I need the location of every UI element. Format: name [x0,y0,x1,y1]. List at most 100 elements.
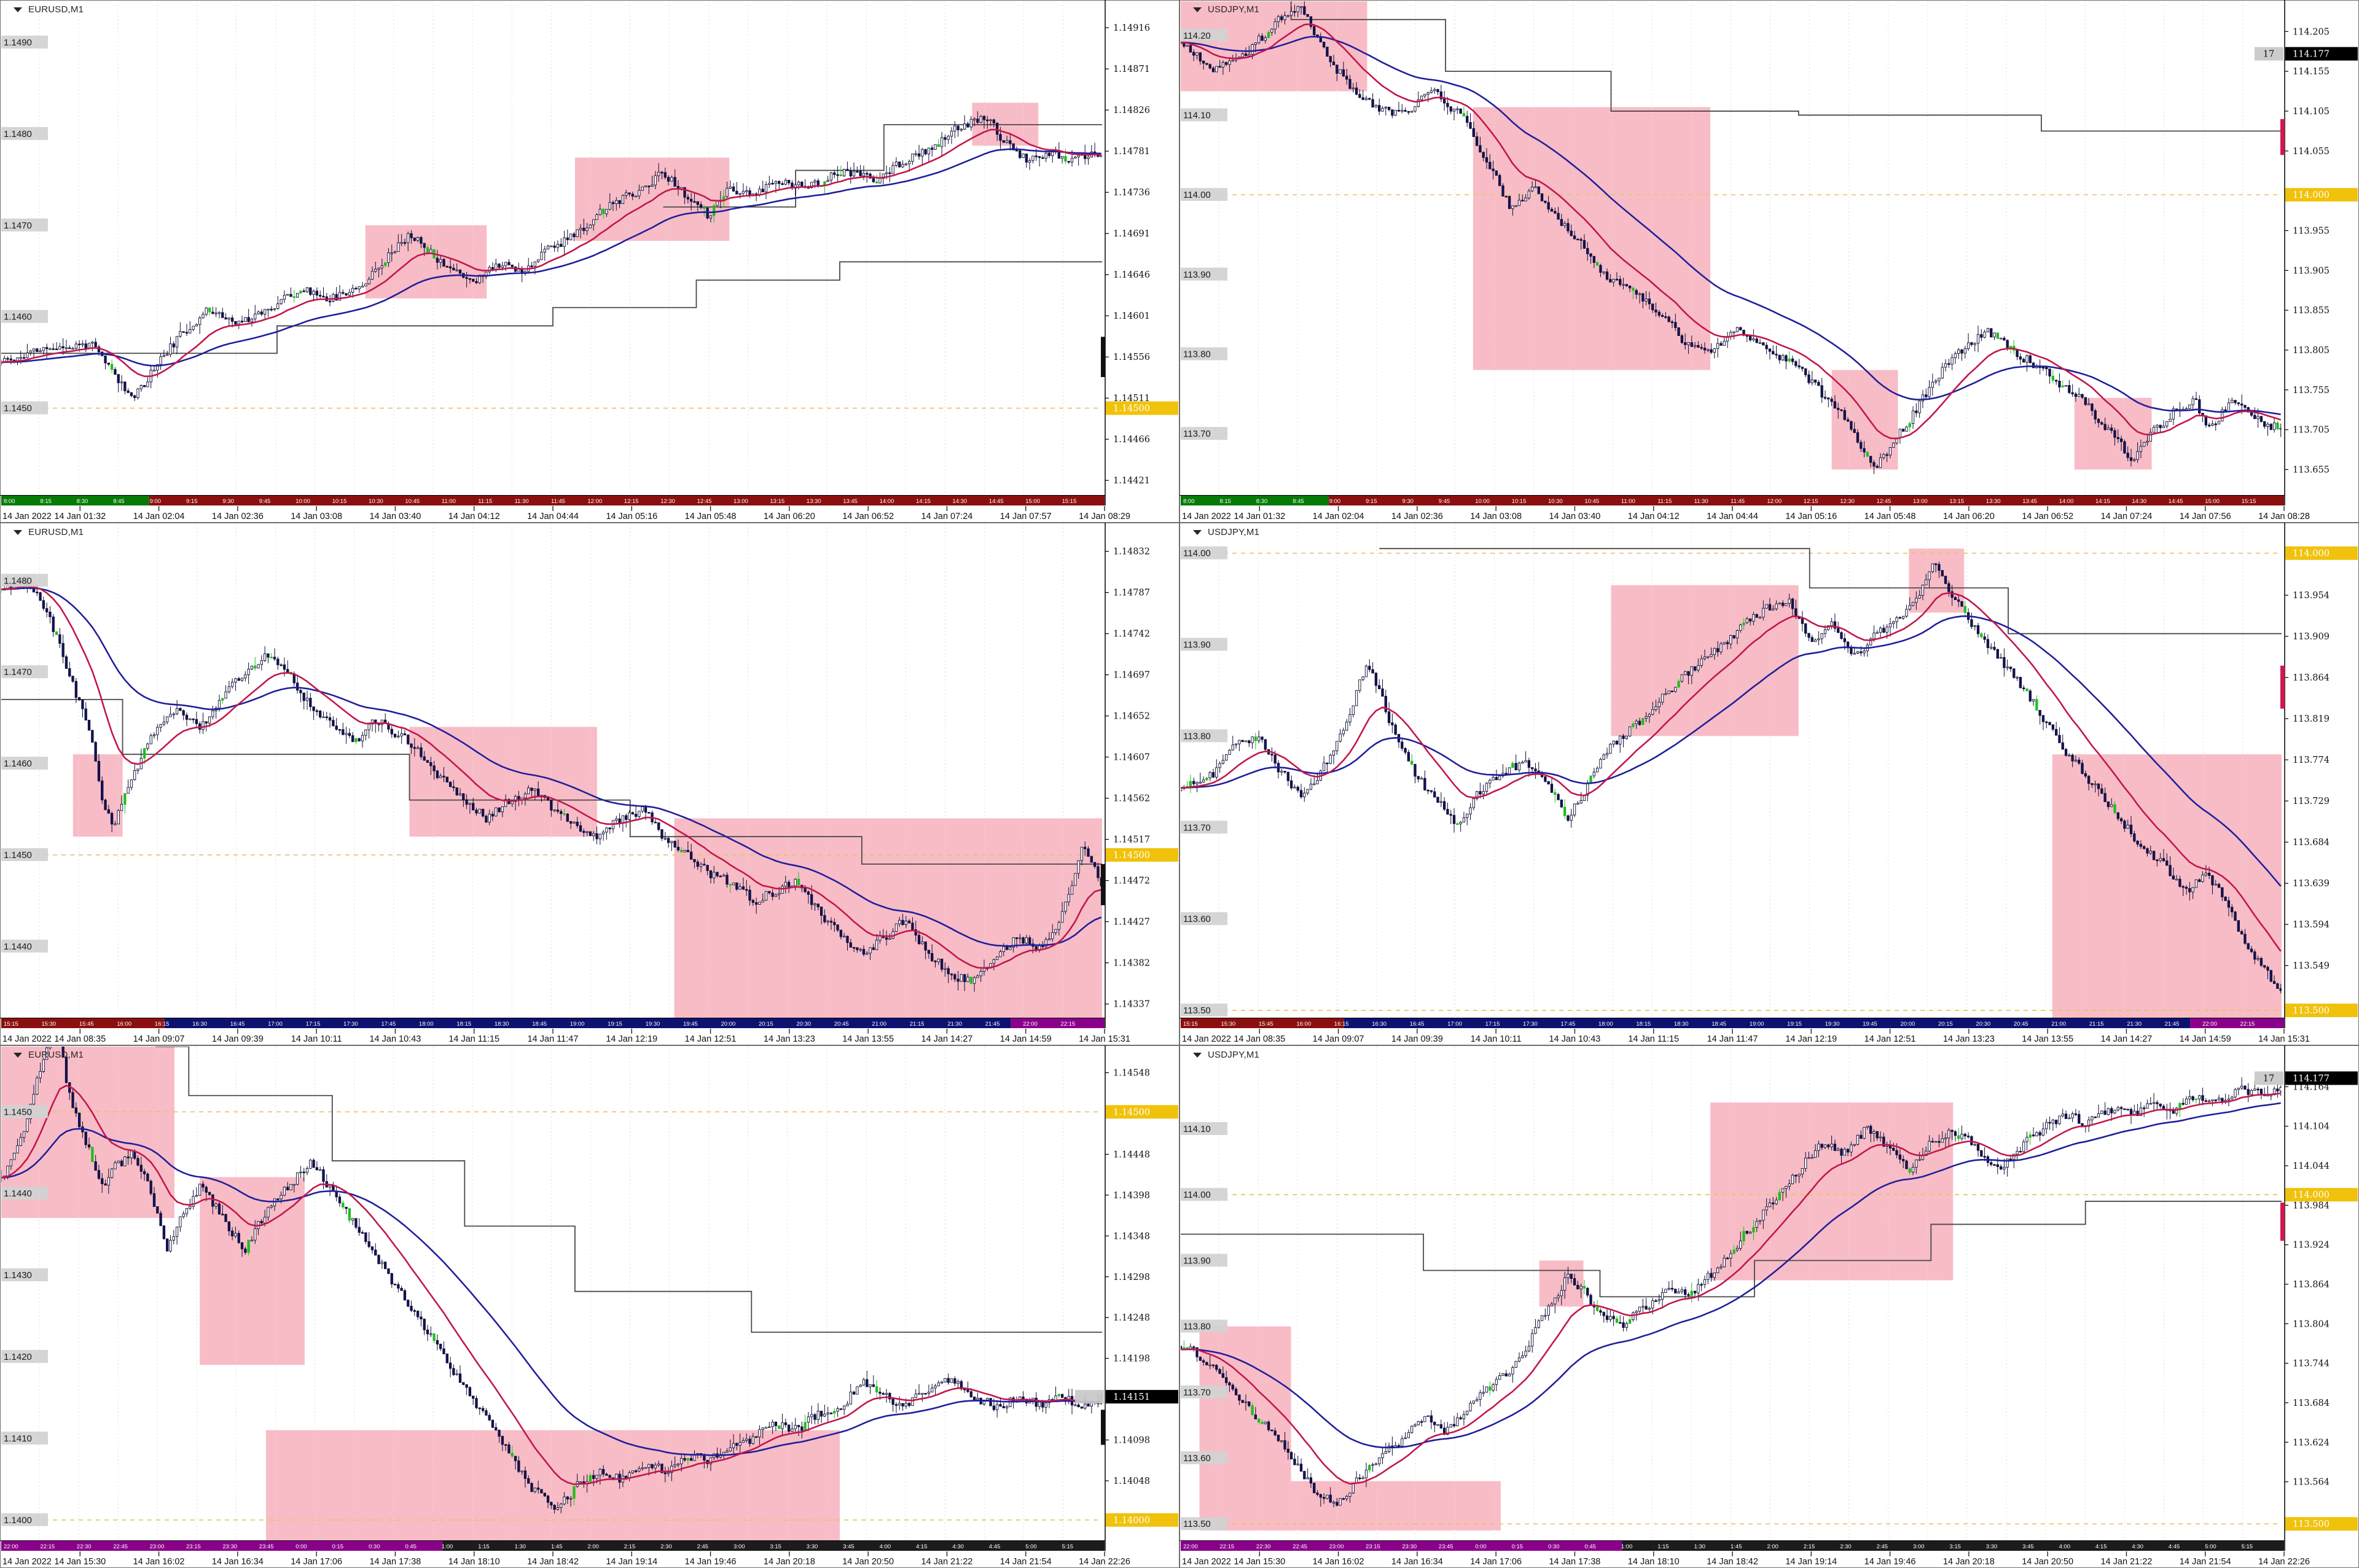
ribbon-time-label: 22:45 [113,1543,128,1550]
time-axis-label: 14 Jan 09:39 [212,1034,264,1044]
price-axis[interactable]: 114.205 114.155 114.105 114.055 113.955 113.9… [2255,0,2358,505]
left-price-label: 113.80 [1183,1322,1211,1332]
ribbon-time-label: 13:45 [2022,498,2037,505]
ribbon-time-label: 14:00 [2059,498,2074,505]
ribbon-time-label: 10:15 [1512,498,1527,505]
ribbon-time-label: 12:30 [660,498,675,505]
ribbon-time-label: 0:30 [1548,1543,1560,1550]
ribbon-time-label: 15:15 [1183,1021,1198,1028]
time-axis[interactable]: 14 Jan 2022 14 Jan 08:35 14 Jan 09:07 14 Ja… [2,1029,1130,1044]
ribbon-time-label: 5:00 [1025,1543,1037,1550]
price-axis-label: 113.729 [2293,797,2330,806]
time-axis-label: 14 Jan 15:31 [2258,1034,2310,1044]
time-axis-label: 14 Jan 19:14 [1785,1557,1837,1567]
time-axis-label: 14 Jan 06:52 [2022,512,2073,521]
left-price-labels: 1.1450 1.1440 1.1430 1.1420 1.1410 1.1400 [1,1105,48,1526]
highlight-zone [1291,1481,1501,1531]
ribbon-time-label: 1:15 [1657,1543,1669,1550]
ribbon-time-label: 9:30 [1402,498,1414,505]
ribbon-time-label: 14:45 [2169,498,2183,505]
time-axis-label: 14 Jan 07:24 [2100,512,2152,521]
price-axis-label: 113.705 [2293,426,2330,435]
time-axis[interactable]: 14 Jan 2022 14 Jan 08:35 14 Jan 09:07 14 Ja… [1182,1029,2310,1044]
ribbon-time-label: 14:00 [880,498,894,505]
ribbon-time-label: 5:15 [2242,1543,2253,1550]
collapse-triangle-icon[interactable] [14,1052,22,1058]
price-axis[interactable]: 1.14916 1.14871 1.14826 1.14781 1.14736 1.146… [1101,0,1178,505]
ribbon-time-label: 9:45 [1439,498,1450,505]
ribbon-time-label: 8:00 [4,498,15,505]
ribbon-time-label: 15:00 [2205,498,2220,505]
time-axis-label: 14 Jan 02:36 [1391,512,1443,521]
ribbon-time-label: 9:30 [222,498,234,505]
ribbon-time-label: 0:00 [295,1543,307,1550]
price-axis[interactable]: 114.164114.104114.044113.984113.924113.8… [2255,1045,2358,1551]
collapse-triangle-icon[interactable] [1193,1052,1202,1058]
time-axis-label: 14 Jan 11:15 [448,1034,499,1044]
candles-layer [1181,563,2282,991]
ribbon-time-label: 15:15 [2242,498,2256,505]
grid-lines [1218,1047,2244,1540]
ribbon-time-label: 1:15 [478,1543,490,1550]
time-axis[interactable]: 14 Jan 2022 14 Jan 01:32 14 Jan 02:04 14 Ja… [2,506,1130,521]
ma-slow-line [1181,36,2281,416]
chart-canvas-eurusd-session2[interactable]: 1.14832 1.14787 1.14742 1.14697 1.14652 1.146… [0,523,1180,1045]
price-badge-yellow [2285,1517,2358,1531]
time-axis-label: 14 Jan 14:59 [1000,1034,1052,1044]
price-axis-label: 1.14697 [1113,671,1150,681]
time-axis-label: 14 Jan 08:35 [1234,1034,1285,1044]
ribbon-time-label: 11:30 [515,498,529,505]
session-ribbon: 8:00 8:15 8:30 8:45 9:00 9:15 9:30 9:45 10:00 10:… [1,496,1105,505]
chart-canvas-usdjpy-session2[interactable]: 113.954 113.909 113.864 113.819 113.774 113.7… [1180,523,2359,1045]
left-price-label: 113.50 [1183,1519,1211,1529]
collapse-triangle-icon[interactable] [1193,529,1202,535]
ribbon-time-label: 17:00 [268,1021,283,1028]
time-axis[interactable]: 14 Jan 2022 14 Jan 01:32 14 Jan 02:04 14 Ja… [1182,506,2310,521]
time-axis-label: 14 Jan 01:32 [54,512,106,521]
time-axis-label: 14 Jan 03:40 [369,512,421,521]
price-axis[interactable]: 113.954 113.909 113.864 113.819 113.774 113.7… [2280,523,2358,1028]
collapse-triangle-icon[interactable] [1193,7,1202,12]
session-ribbon: 15:15 15:30 15:45 16:00 16:15 16:30 16:45 17:00… [1181,1018,2284,1028]
price-axis[interactable]: 1.14548 1.14448 1.14398 1.14348 1.14298 1.142… [1075,1045,1178,1551]
ribbon-time-label: 17:00 [1447,1021,1462,1028]
ribbon-time-label: 20:15 [1938,1021,1953,1028]
price-axis-label: 113.984 [2293,1201,2330,1211]
highlight-zones [72,727,1102,1018]
chart-canvas-usdjpy-session1[interactable]: 114.205 114.155 114.105 114.055 113.955 113.9… [1180,0,2359,523]
time-axis-label: 14 Jan 08:28 [2258,512,2310,521]
time-axis-label: 14 Jan 04:44 [1707,512,1758,521]
chart-canvas-usdjpy-session3[interactable]: 114.164114.104114.044113.984113.924113.8… [1180,1045,2359,1568]
collapse-triangle-icon[interactable] [14,529,22,535]
time-axis[interactable]: 14 Jan 2022 14 Jan 15:30 14 Jan 16:02 14 Ja… [1182,1551,2310,1567]
time-axis-label: 14 Jan 04:12 [1628,512,1680,521]
price-axis-label: 1.14048 [1113,1476,1150,1486]
ribbon-time-label: 16:45 [1410,1021,1425,1028]
ribbon-time-label: 19:15 [1787,1021,1802,1028]
price-badge-value: 1.14500 [1113,404,1150,414]
ribbon-time-label: 3:45 [2022,1543,2034,1550]
ribbon-time-label: 1:30 [1694,1543,1706,1550]
collapse-triangle-icon[interactable] [14,7,22,12]
time-axis-label: 14 Jan 05:16 [1785,512,1837,521]
ribbon-time-label: 16:00 [117,1021,131,1028]
time-axis[interactable]: 14 Jan 2022 14 Jan 15:30 14 Jan 16:02 14 Ja… [2,1551,1130,1567]
chart-canvas-eurusd-session1[interactable]: 1.14916 1.14871 1.14826 1.14781 1.14736 1.146… [0,0,1180,523]
highlight-zones [365,103,1039,298]
time-axis-label: 14 Jan 02:36 [212,512,264,521]
chart-canvas-eurusd-session3[interactable]: 1.14548 1.14448 1.14398 1.14348 1.14298 1.142… [0,1045,1180,1568]
ribbon-time-label: 13:30 [807,498,821,505]
ribbon-time-label: 14:15 [2095,498,2110,505]
time-axis-label: 14 Jan 17:06 [291,1557,342,1567]
ribbon-time-label: 20:30 [796,1021,811,1028]
ribbon-time-label: 19:30 [1825,1021,1840,1028]
ribbon-time-label: 22:00 [4,1543,18,1550]
left-price-label: 113.70 [1183,1387,1211,1398]
price-axis[interactable]: 1.14832 1.14787 1.14742 1.14697 1.14652 1.146… [1101,523,1178,1028]
session-ribbon: 22:00 22:15 22:30 22:45 23:00 23:15 23:30 23:45… [1,1541,1105,1551]
left-price-label: 1.1460 [4,759,32,769]
ribbon-time-label: 23:30 [1402,1543,1417,1550]
left-price-label: 113.80 [1183,731,1211,741]
left-price-label: 1.1400 [4,1515,32,1526]
grid-lines [39,1,1064,495]
